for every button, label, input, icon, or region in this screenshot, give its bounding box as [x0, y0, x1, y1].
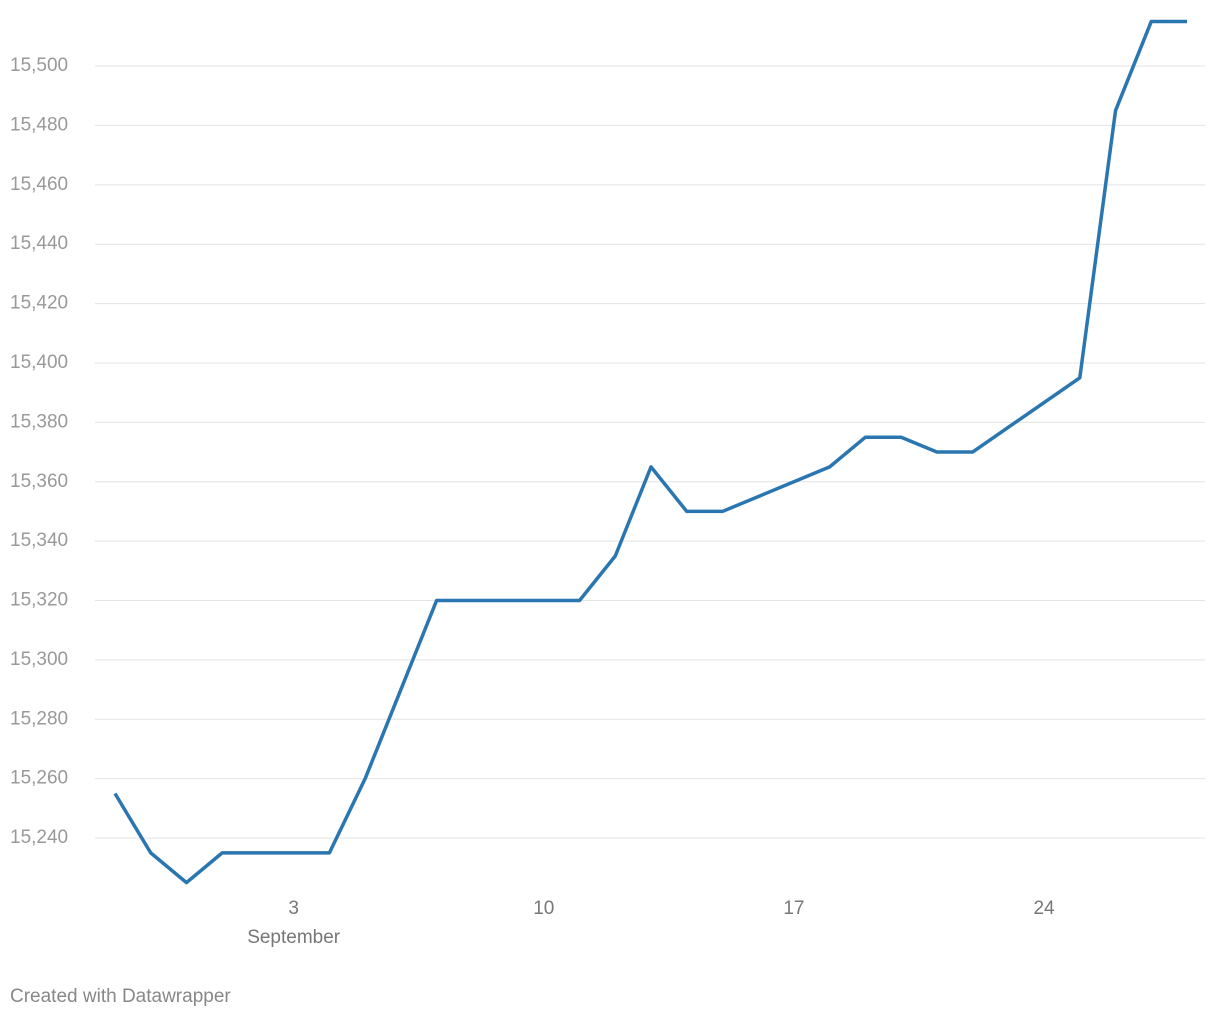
line: [113, 19, 1187, 885]
y-tick-label: 15,480: [10, 114, 68, 135]
y-tick-label: 15,400: [10, 352, 68, 373]
y-tick-label: 15,320: [10, 590, 68, 611]
credit: Created with Datawrapper: [10, 986, 231, 1007]
x-tick-label: 10: [533, 898, 554, 919]
x-tick-label: 24: [1033, 898, 1055, 919]
x-tick-label: 17: [783, 898, 804, 919]
y-tick-label: 15,440: [10, 233, 68, 254]
y-tick-label: 15,380: [10, 411, 68, 432]
y-tick-label: 15,240: [10, 827, 68, 848]
y-tick-label: 15,340: [10, 530, 68, 551]
y-tick-label: 15,260: [10, 768, 68, 789]
y-tick-label: 15,500: [10, 55, 68, 76]
x-tick-label: 3: [288, 898, 299, 919]
x-month-label: September: [247, 927, 341, 948]
y-tick-label: 15,460: [10, 174, 68, 195]
y-tick-label: 15,360: [10, 471, 68, 492]
y-tick-label: 15,280: [10, 708, 68, 729]
y-tick-label: 15,300: [10, 649, 68, 670]
y-tick-label: 15,420: [10, 293, 68, 314]
